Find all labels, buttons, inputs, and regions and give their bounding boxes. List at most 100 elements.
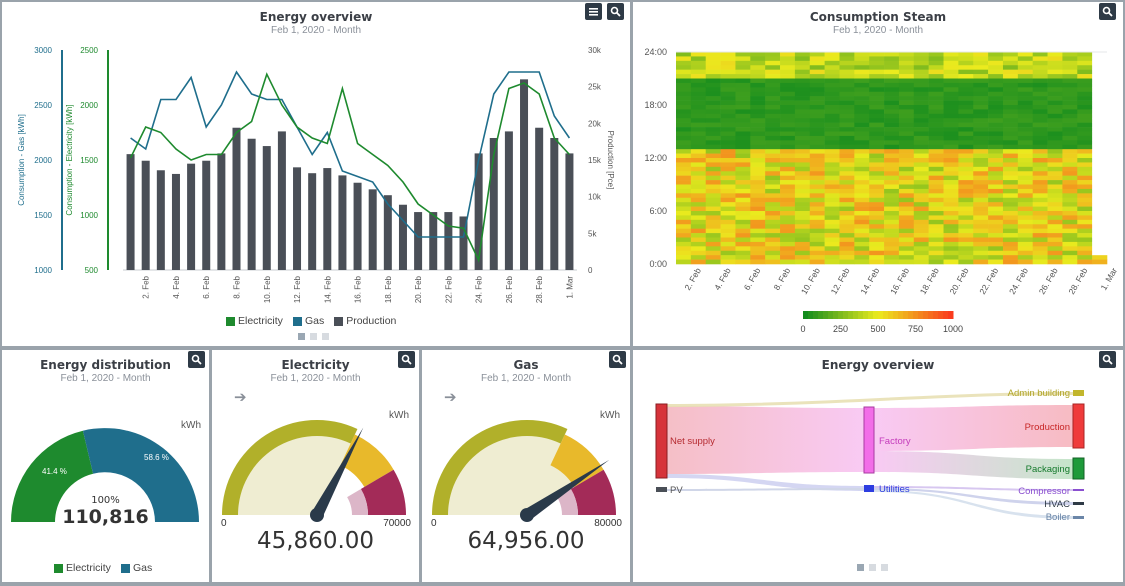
heatmap-cell xyxy=(884,87,900,93)
heatmap-cell xyxy=(705,105,721,110)
heatmap-cell xyxy=(913,202,929,207)
heatmap-cell xyxy=(1032,144,1048,150)
heatmap-cell xyxy=(928,180,944,185)
donut-slice-electricity[interactable] xyxy=(11,430,94,522)
heatmap-cell xyxy=(765,60,781,66)
heatmap-cell xyxy=(898,131,915,137)
legend-item-gas[interactable]: Gas xyxy=(292,315,324,327)
donut-slice-gas[interactable] xyxy=(82,428,199,522)
heatmap-cell xyxy=(750,69,766,75)
flow-net-supply-factory[interactable] xyxy=(667,406,864,474)
heatmap-cell xyxy=(854,52,870,57)
heatmap-cell xyxy=(780,188,796,194)
flow-net-supply-utilities[interactable] xyxy=(667,474,864,491)
legend-item-electricity[interactable]: Electricity xyxy=(226,315,283,327)
heatmap-cell xyxy=(839,250,855,256)
heatmap-cell xyxy=(794,100,811,106)
heatmap-cell xyxy=(1017,241,1033,247)
heatmap-cell xyxy=(780,241,796,247)
heatmap-cell xyxy=(839,60,855,66)
y-tick-label: 0:00 xyxy=(649,259,667,269)
heatmap-cell xyxy=(913,206,929,212)
heatmap-cell xyxy=(720,228,736,234)
heatmap-cell xyxy=(705,206,721,212)
search-button[interactable] xyxy=(188,351,205,368)
flow-factory-packaging[interactable] xyxy=(874,451,1073,479)
sankey-label-pv: PV xyxy=(670,485,683,496)
flow-utilities-hvac[interactable] xyxy=(874,488,1073,505)
sankey-node-factory[interactable] xyxy=(863,406,875,474)
flow-utilities-compressor[interactable] xyxy=(874,486,1073,491)
heatmap-cell xyxy=(690,215,707,221)
heatmap-cell xyxy=(780,153,796,159)
heatmap-cell xyxy=(1092,237,1108,243)
heatmap-cell xyxy=(1032,74,1048,79)
heatmap-cell xyxy=(750,131,766,137)
heatmap-cell xyxy=(1062,96,1078,101)
heatmap-cell xyxy=(750,127,766,132)
heatmap-cell xyxy=(794,56,811,62)
heatmap-cell xyxy=(869,233,885,238)
heatmap-cell xyxy=(1032,188,1048,194)
sankey-node-packaging[interactable] xyxy=(1072,457,1085,480)
heatmap-cell xyxy=(1002,215,1019,221)
page-dot[interactable] xyxy=(857,564,864,571)
heatmap-cell xyxy=(720,149,736,154)
heatmap-cell xyxy=(958,91,974,97)
legend-item-electricity[interactable]: Electricity xyxy=(54,562,111,574)
heatmap-cell xyxy=(943,135,959,141)
production-bar xyxy=(398,204,407,270)
flow-factory-production[interactable] xyxy=(874,405,1073,451)
heatmap-cell xyxy=(1032,96,1048,101)
x-tick-label: 10. Feb xyxy=(263,275,272,303)
sankey-node-pv[interactable] xyxy=(656,487,667,492)
heatmap-cell xyxy=(854,162,870,168)
search-button[interactable] xyxy=(607,3,624,20)
heatmap-cell xyxy=(1002,118,1019,123)
sankey-node-net-supply[interactable] xyxy=(655,403,668,479)
heatmap-cell xyxy=(898,162,915,168)
page-dot[interactable] xyxy=(869,564,876,571)
heatmap-cell xyxy=(720,250,736,256)
search-button[interactable] xyxy=(609,351,626,368)
sankey-node-compressor[interactable] xyxy=(1073,489,1084,491)
heatmap-cell xyxy=(854,91,870,97)
sankey-node-admin-building[interactable] xyxy=(1073,390,1084,396)
production-bar xyxy=(187,163,196,270)
heatmap-cell xyxy=(705,69,721,75)
flow-utilities-boiler[interactable] xyxy=(874,490,1073,519)
page-dot[interactable] xyxy=(298,333,305,340)
heatmap-cell xyxy=(705,135,721,141)
heatmap-cell xyxy=(854,74,870,79)
arrow-right-icon: ➔ xyxy=(444,389,457,406)
heatmap-cell xyxy=(1047,69,1063,75)
heatmap-cell xyxy=(765,215,781,221)
heatmap-cell xyxy=(928,52,944,57)
search-button[interactable] xyxy=(1099,3,1116,20)
colorbar-tick: 750 xyxy=(908,324,923,334)
heatmap-cell xyxy=(1062,211,1078,216)
heatmap-cell xyxy=(884,105,900,110)
sankey-node-utilities[interactable] xyxy=(864,485,874,492)
page-dot[interactable] xyxy=(881,564,888,571)
flow-pv-utilities[interactable] xyxy=(667,488,864,491)
page-dot[interactable] xyxy=(322,333,329,340)
heatmap-cell xyxy=(690,237,707,243)
sankey-node-boiler[interactable] xyxy=(1073,516,1084,519)
flow-net-supply-admin[interactable] xyxy=(667,392,1073,407)
legend-item-gas[interactable]: Gas xyxy=(120,562,152,574)
legend-item-production[interactable]: Production xyxy=(334,315,396,327)
search-button[interactable] xyxy=(1099,351,1116,368)
heatmap-cell xyxy=(1092,171,1108,176)
heatmap-cell xyxy=(1002,100,1019,106)
heatmap-cell xyxy=(913,96,929,101)
heatmap-cell xyxy=(780,113,796,119)
sankey-node-production[interactable] xyxy=(1072,403,1085,449)
heatmap-cell xyxy=(676,246,692,252)
page-dot[interactable] xyxy=(310,333,317,340)
heatmap-cell xyxy=(676,118,692,123)
menu-button[interactable] xyxy=(585,3,602,20)
search-button[interactable] xyxy=(398,351,415,368)
heatmap-cell xyxy=(884,224,900,229)
sankey-node-hvac[interactable] xyxy=(1073,502,1084,505)
